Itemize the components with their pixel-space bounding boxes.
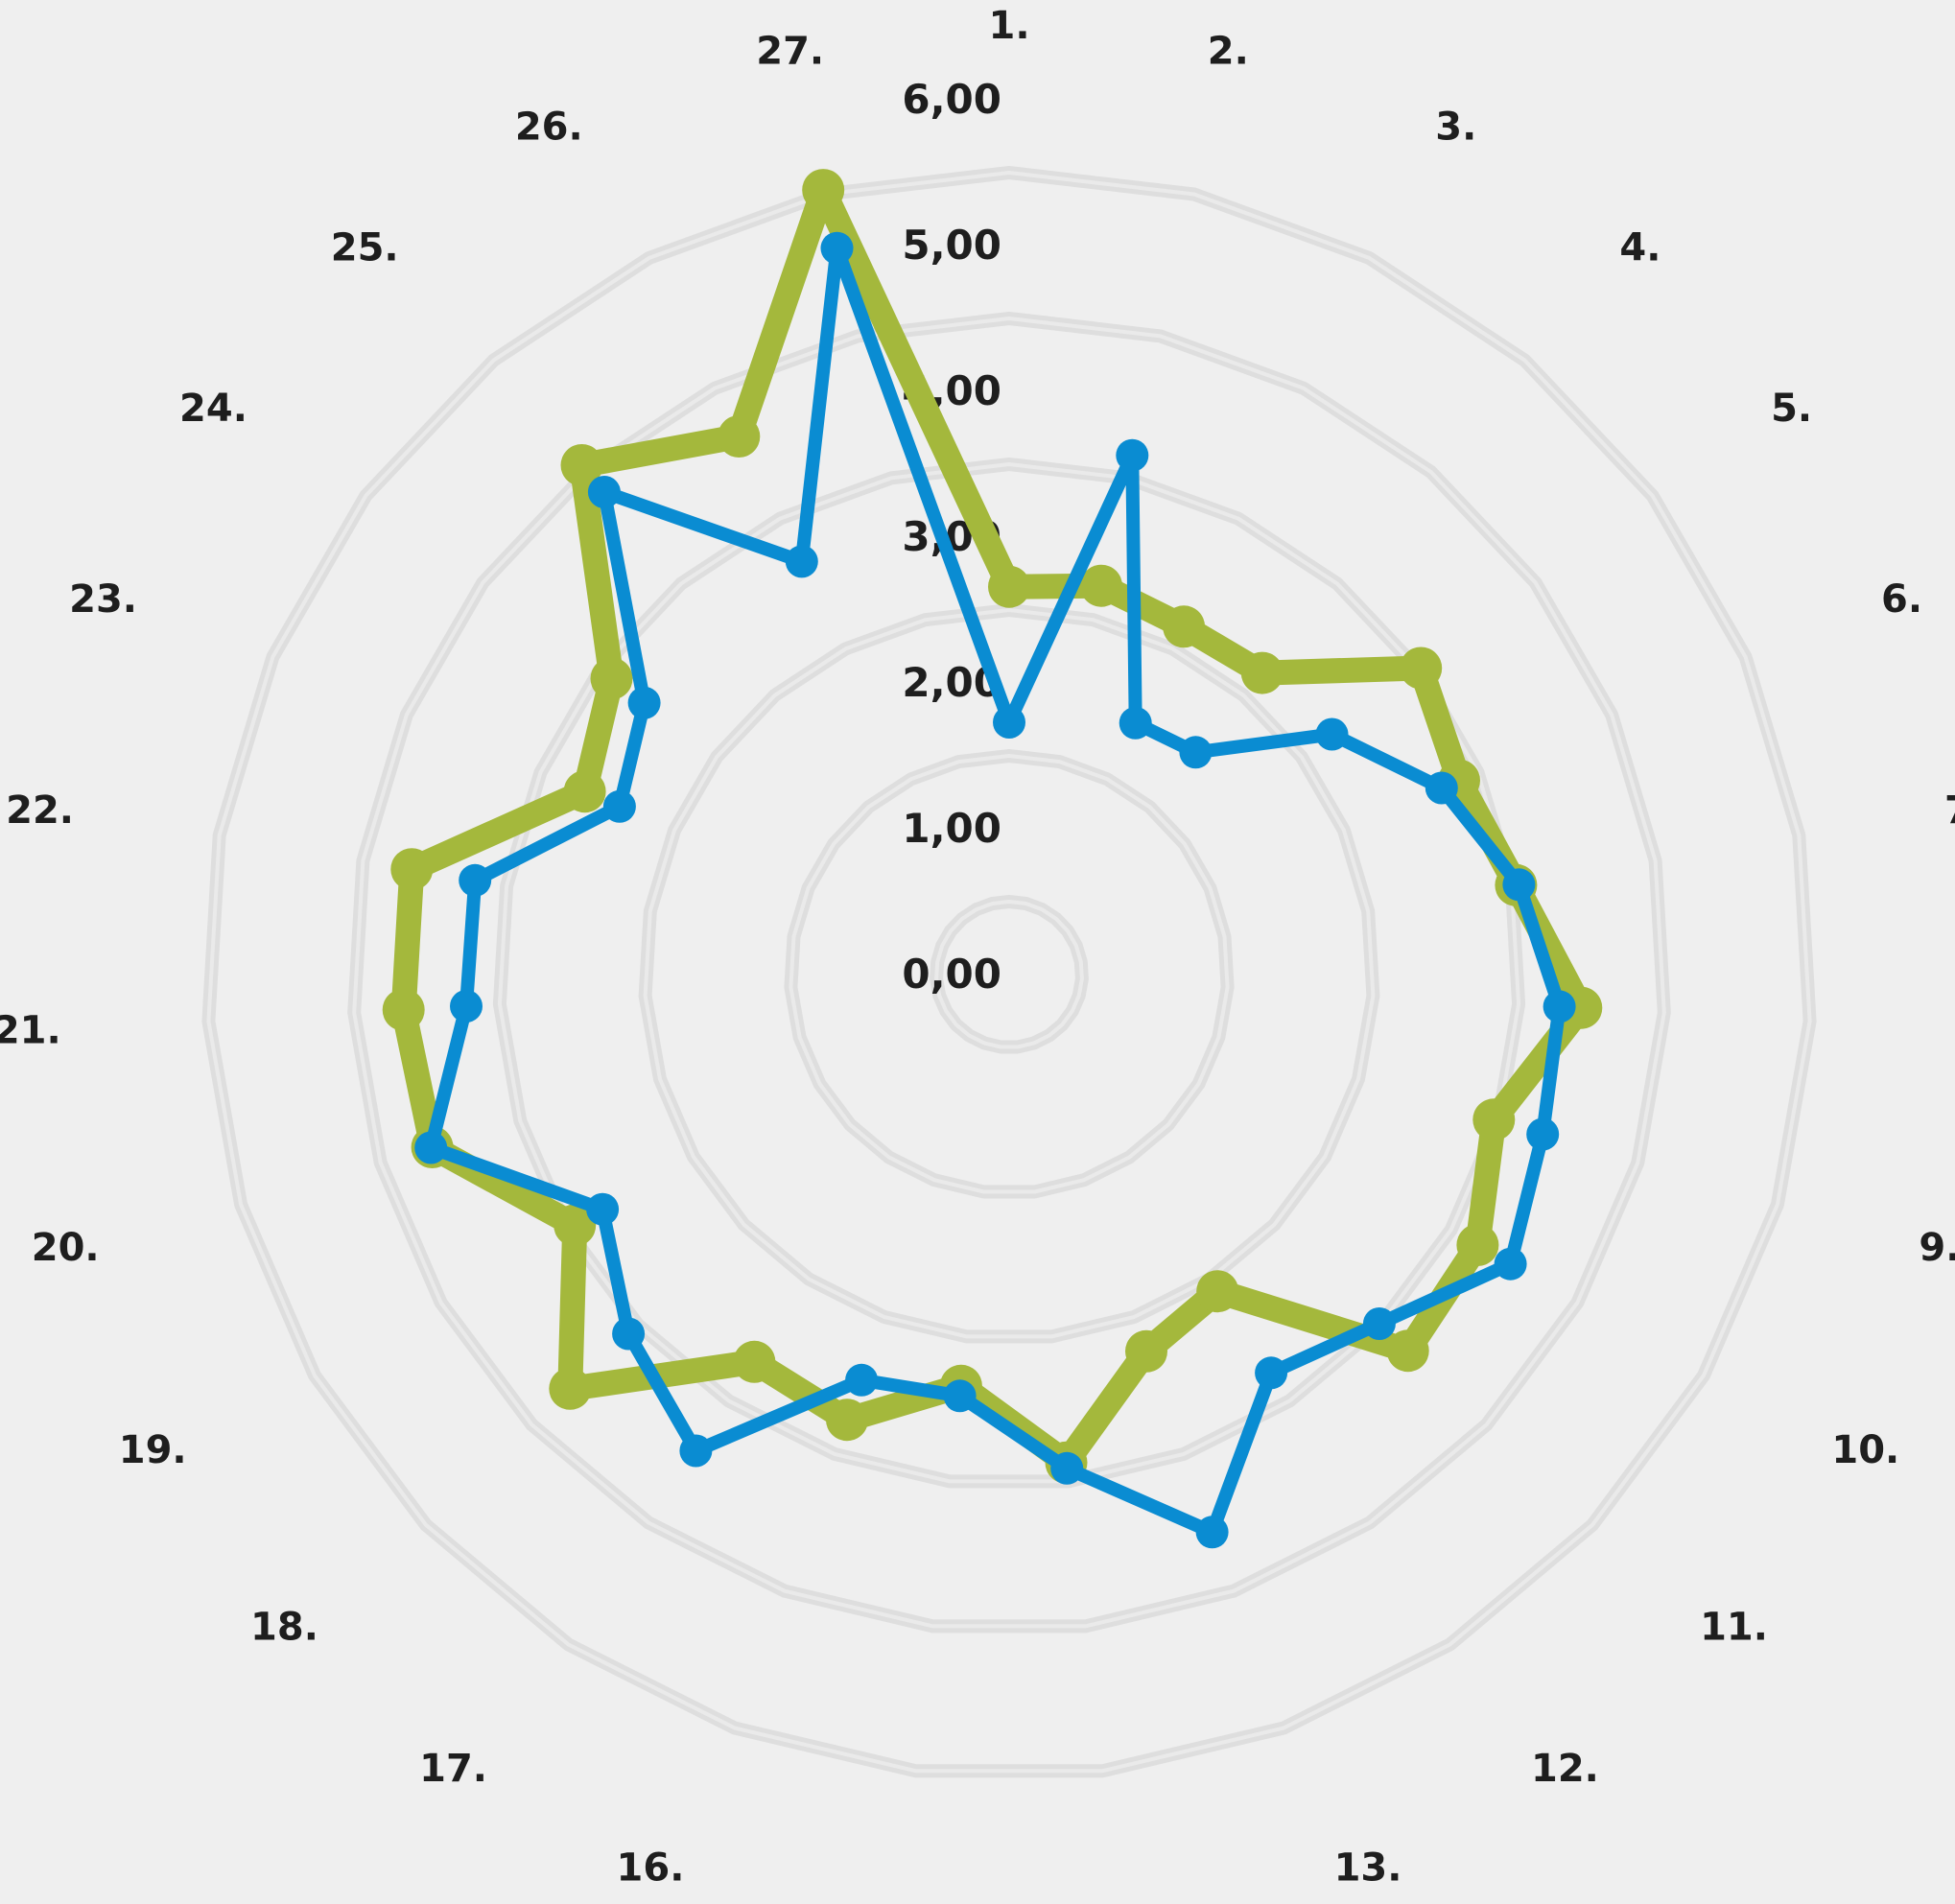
category-label: 9. xyxy=(1919,1226,1955,1270)
series-2 xyxy=(414,231,1576,1549)
category-label: 10. xyxy=(1831,1428,1899,1472)
category-label: 27. xyxy=(756,30,824,74)
data-point xyxy=(826,1399,868,1442)
category-label: 1. xyxy=(988,4,1029,48)
category-label: 3. xyxy=(1435,105,1476,149)
data-point xyxy=(563,770,606,813)
category-label: 19. xyxy=(119,1428,187,1472)
category-label: 22. xyxy=(6,788,74,833)
data-point xyxy=(845,1363,879,1397)
data-point xyxy=(1195,1516,1229,1549)
category-label: 20. xyxy=(32,1226,100,1270)
data-point xyxy=(1119,706,1152,740)
data-point xyxy=(785,545,818,578)
grid-ring-inner xyxy=(934,900,1084,1049)
data-point xyxy=(587,476,621,508)
category-label: 16. xyxy=(617,1845,685,1890)
category-label: 23. xyxy=(69,577,137,622)
data-point xyxy=(1116,438,1149,472)
data-point xyxy=(1125,1329,1167,1373)
data-point xyxy=(1050,1451,1084,1485)
grid-ring-inner xyxy=(643,608,1376,1339)
category-label: 7. xyxy=(1944,788,1955,833)
data-point xyxy=(602,789,636,823)
data-point xyxy=(1255,1356,1288,1390)
data-point xyxy=(1362,1307,1396,1340)
data-point xyxy=(586,1192,620,1226)
grid-ring-inner xyxy=(352,317,1666,1629)
tick-label: 5,00 xyxy=(902,222,1001,269)
data-point xyxy=(1494,1247,1527,1281)
tick-label: 1,00 xyxy=(902,805,1001,852)
data-point xyxy=(612,1317,646,1351)
data-point xyxy=(1179,736,1213,769)
data-point xyxy=(1526,1117,1560,1151)
category-label: 17. xyxy=(419,1747,487,1791)
data-point xyxy=(414,1131,448,1164)
data-point xyxy=(733,1340,776,1383)
series-line xyxy=(424,241,1566,1540)
data-point xyxy=(1196,1270,1239,1313)
data-point xyxy=(1472,1098,1516,1141)
category-label: 12. xyxy=(1531,1747,1599,1791)
data-point xyxy=(718,415,761,458)
data-point xyxy=(993,706,1025,739)
data-point xyxy=(1502,868,1536,902)
data-point xyxy=(627,686,661,719)
grid-ring-inner xyxy=(789,754,1230,1194)
data-point xyxy=(1080,564,1122,607)
data-point xyxy=(1456,1224,1499,1266)
category-label: 2. xyxy=(1208,30,1249,74)
data-point xyxy=(1400,646,1443,690)
data-point xyxy=(1315,717,1349,751)
data-point xyxy=(1425,771,1458,805)
category-label: 25. xyxy=(331,226,399,270)
data-point xyxy=(450,990,483,1023)
category-labels: 1.2.3.4.5.6.7.8.9.10.11.12.13.14.15.16.1… xyxy=(0,4,1955,1904)
series-line xyxy=(390,177,1594,1475)
category-label: 24. xyxy=(179,387,247,431)
data-point xyxy=(459,863,492,897)
data-point xyxy=(802,169,845,212)
category-label: 4. xyxy=(1619,226,1661,270)
data-point xyxy=(988,565,1030,608)
data-point xyxy=(549,1367,592,1410)
category-label: 26. xyxy=(515,105,583,149)
data-point xyxy=(390,848,434,891)
series-1 xyxy=(382,169,1603,1484)
data-point xyxy=(554,1204,597,1247)
data-series xyxy=(382,169,1603,1549)
category-label: 13. xyxy=(1334,1845,1402,1890)
data-point xyxy=(1543,990,1576,1023)
category-label: 11. xyxy=(1700,1605,1768,1649)
data-point xyxy=(943,1379,977,1413)
data-point xyxy=(1240,651,1284,694)
tick-label: 0,00 xyxy=(902,951,1001,998)
category-label: 5. xyxy=(1771,387,1812,431)
data-point xyxy=(820,231,854,265)
category-label: 18. xyxy=(250,1605,318,1649)
data-point xyxy=(1163,605,1206,648)
data-point xyxy=(679,1434,713,1468)
data-point xyxy=(560,444,603,486)
grid-ring-inner xyxy=(206,171,1812,1774)
data-point xyxy=(382,988,425,1031)
data-point xyxy=(1386,1329,1429,1373)
tick-label: 6,00 xyxy=(902,76,1001,123)
data-point xyxy=(590,657,633,700)
category-label: 21. xyxy=(0,1009,61,1053)
category-label: 6. xyxy=(1881,577,1922,622)
